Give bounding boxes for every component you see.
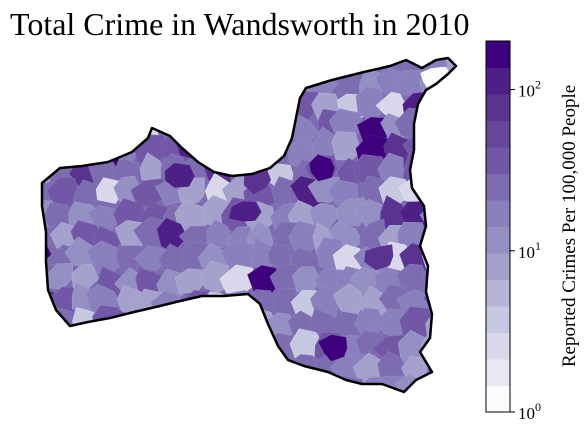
colorbar-tick-label: 101 <box>518 239 541 262</box>
colorbar-swatch <box>486 94 510 121</box>
map-title: Total Crime in Wandsworth in 2010 <box>10 6 470 42</box>
colorbar-swatch <box>486 332 510 360</box>
ward-cell <box>271 288 301 316</box>
colorbar-ticks: 100 101 102 <box>510 78 541 423</box>
ward-cell-highlight <box>309 154 335 182</box>
colorbar-swatch <box>486 306 510 333</box>
ward-cell <box>445 58 456 77</box>
colorbar-swatch <box>486 120 510 148</box>
colorbar-tick-label: 102 <box>518 78 541 101</box>
colorbar-swatch <box>486 147 510 174</box>
colorbar-frame <box>485 40 511 413</box>
colorbar-swatch <box>486 385 510 413</box>
ward-cell-highlight <box>164 163 195 188</box>
colorbar-swatch <box>486 41 510 68</box>
colorbar-swatch <box>486 173 510 201</box>
ward-cell-highlight <box>364 244 394 271</box>
colorbar-swatch <box>486 67 510 95</box>
ward-cell-highlight <box>318 334 348 362</box>
colorbar-swatch <box>486 359 510 386</box>
ward-cell-highlight <box>228 201 262 222</box>
colorbar-swatch <box>486 279 510 307</box>
borough-boundary <box>40 56 458 394</box>
colorbar-swatch <box>486 200 510 227</box>
ward-cell <box>133 245 166 272</box>
ward-cell <box>309 202 340 229</box>
colorbar-tick-label: 100 <box>518 400 541 423</box>
ward-cell <box>115 245 142 271</box>
colorbar-swatch <box>486 226 510 254</box>
colorbar-label: Reported Crimes Per 100,000 People <box>559 85 580 367</box>
colorbar-swatch <box>486 253 510 280</box>
colorbar-swatches <box>486 41 510 413</box>
